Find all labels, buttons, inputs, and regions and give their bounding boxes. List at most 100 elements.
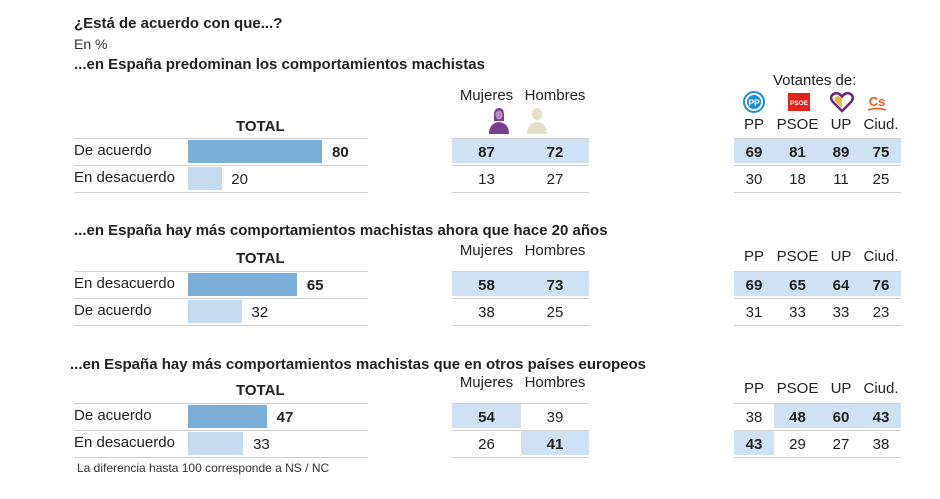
party-value: 38 xyxy=(745,409,763,426)
row-divider xyxy=(734,192,901,193)
party-value: 60 xyxy=(832,409,850,426)
party-header-up: UP xyxy=(830,248,852,265)
row-divider xyxy=(74,165,368,166)
row-divider xyxy=(452,430,589,431)
row-label: De acuerdo xyxy=(74,302,152,319)
row-divider xyxy=(74,138,368,139)
men-header: Hombres xyxy=(524,87,586,104)
row-divider xyxy=(452,325,589,326)
gender-value: 54 xyxy=(478,409,495,426)
party-header-pp: PP xyxy=(743,248,764,265)
row-divider xyxy=(74,298,368,299)
total-header: TOTAL xyxy=(236,382,285,399)
party-header-pp: PP xyxy=(743,380,764,397)
total-header: TOTAL xyxy=(236,118,285,135)
row-divider xyxy=(452,138,589,139)
svg-text:Cs: Cs xyxy=(869,94,886,109)
gender-value: 73 xyxy=(546,277,564,294)
total-bar xyxy=(188,140,323,163)
party-value: 81 xyxy=(789,144,806,161)
pp-logo-icon: PP xyxy=(743,91,765,113)
party-header-up: UP xyxy=(830,380,852,397)
party-highlight xyxy=(821,404,861,428)
party-highlight xyxy=(774,272,821,296)
party-value: 29 xyxy=(789,436,806,453)
row-divider xyxy=(734,457,901,458)
row-divider xyxy=(452,271,589,272)
gender-highlight xyxy=(521,272,589,296)
svg-text:PP: PP xyxy=(748,98,760,108)
party-highlight xyxy=(861,404,901,428)
woman-icon xyxy=(489,108,509,134)
gender-highlight xyxy=(452,272,521,296)
row-label: En desacuerdo xyxy=(74,275,175,292)
party-value: 33 xyxy=(789,304,806,321)
total-value: 47 xyxy=(276,409,294,426)
party-highlight xyxy=(861,272,901,296)
party-value: 43 xyxy=(745,436,763,453)
gender-highlight xyxy=(521,431,589,455)
psoe-logo-icon: PSOE xyxy=(788,93,810,111)
women-header: Mujeres xyxy=(459,242,514,259)
row-label: De acuerdo xyxy=(74,407,152,424)
party-value: 64 xyxy=(832,277,850,294)
party-value: 75 xyxy=(872,144,890,161)
party-value: 33 xyxy=(832,304,850,321)
row-label: En desacuerdo xyxy=(74,434,175,451)
row-divider xyxy=(734,430,901,431)
party-header-up: UP xyxy=(830,116,852,133)
men-header: Hombres xyxy=(524,374,586,391)
party-header-psoe: PSOE xyxy=(776,116,819,133)
row-divider xyxy=(452,403,589,404)
units-label: En % xyxy=(74,36,108,52)
footnote: La diferencia hasta 100 corresponde a NS… xyxy=(77,461,330,475)
total-bar xyxy=(188,273,298,296)
row-divider xyxy=(74,325,368,326)
page-title: ¿Está de acuerdo con que...? xyxy=(74,15,283,32)
row-divider xyxy=(734,138,901,139)
party-header-ciud: Ciud. xyxy=(863,248,899,265)
party-highlight xyxy=(821,272,861,296)
gender-highlight xyxy=(452,139,521,163)
row-divider xyxy=(452,192,589,193)
party-group-header: Votantes de: xyxy=(773,72,857,89)
total-value: 33 xyxy=(253,436,270,453)
total-value: 32 xyxy=(251,304,269,321)
party-value: 69 xyxy=(745,277,763,294)
party-value: 11 xyxy=(833,171,849,188)
women-header: Mujeres xyxy=(459,374,514,391)
party-value: 31 xyxy=(745,304,763,321)
total-bar xyxy=(188,405,267,428)
party-value: 89 xyxy=(832,144,850,161)
party-value: 18 xyxy=(789,171,806,188)
gender-value: 87 xyxy=(478,144,495,161)
women-header: Mujeres xyxy=(459,87,514,104)
row-divider xyxy=(74,457,368,458)
party-value: 43 xyxy=(872,409,890,426)
svg-text:PSOE: PSOE xyxy=(790,100,809,107)
gender-value: 27 xyxy=(546,171,564,188)
party-highlight xyxy=(734,139,774,163)
total-bar xyxy=(188,432,244,455)
party-highlight xyxy=(734,272,774,296)
row-divider xyxy=(734,325,901,326)
party-header-ciud: Ciud. xyxy=(863,116,899,133)
gender-value: 41 xyxy=(546,436,564,453)
gender-value: 72 xyxy=(546,144,564,161)
party-highlight xyxy=(774,404,821,428)
ciud-logo-icon: Cs xyxy=(867,94,887,111)
row-divider xyxy=(74,271,368,272)
row-label: En desacuerdo xyxy=(74,169,175,186)
section-title: ...en España predominan los comportamien… xyxy=(74,56,485,73)
party-header-psoe: PSOE xyxy=(776,248,819,265)
row-divider xyxy=(734,271,901,272)
row-divider xyxy=(74,403,368,404)
party-value: 27 xyxy=(832,436,850,453)
man-icon xyxy=(527,108,547,134)
party-header-ciud: Ciud. xyxy=(863,380,899,397)
party-header-psoe: PSOE xyxy=(776,380,819,397)
row-divider xyxy=(734,403,901,404)
section-title: ...en España hay más comportamientos mac… xyxy=(70,356,647,373)
party-highlight xyxy=(821,139,861,163)
row-divider xyxy=(74,430,368,431)
